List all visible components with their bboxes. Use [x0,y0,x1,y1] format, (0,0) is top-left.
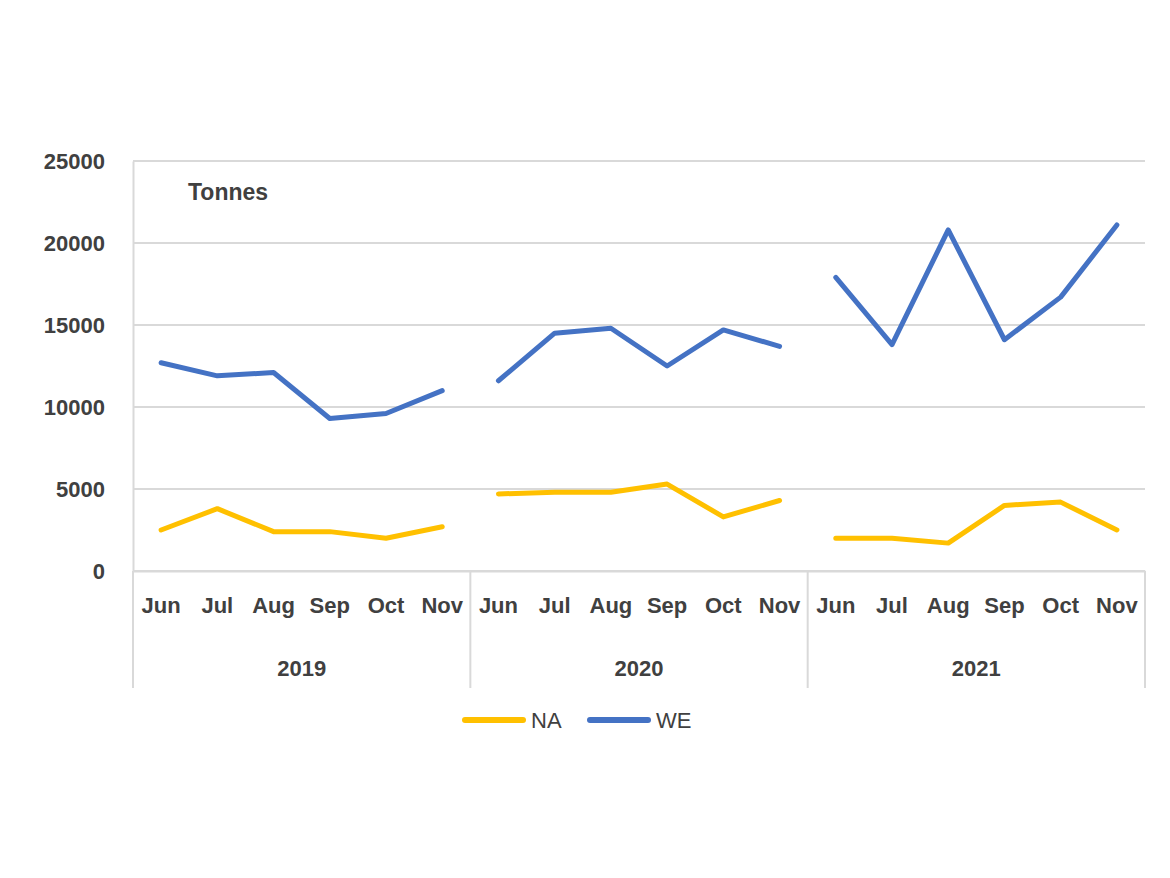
y-tick-label: 25000 [44,149,105,174]
group-separator [132,571,134,688]
x-tick-label: Sep [984,593,1024,618]
x-tick: Nov [421,571,463,618]
x-tick: Sep [310,571,350,618]
x-tick: Jun [142,571,181,618]
y-tick-label: 15000 [44,313,105,338]
group-label: 2019 [277,656,326,681]
y-tick: 25000 [44,149,133,174]
x-groups: 2019 2020 2021 [133,571,1145,688]
x-axis-line [134,571,1146,573]
series-line [498,484,779,517]
x-tick: Jun [479,571,518,618]
x-tick: Aug [927,571,970,618]
x-tick: Aug [590,571,633,618]
legend-label: WE [656,708,691,733]
group-label: 2021 [952,656,1001,681]
x-tick: Oct [705,571,742,618]
x-tick: Nov [1096,571,1138,618]
y-tick-label: 5000 [56,477,105,502]
series-line [836,225,1117,345]
x-tick-label: Jul [876,593,908,618]
series-line [498,328,779,380]
y-axis: 0 5000 10000 15000 20000 25000 [44,149,134,584]
x-axis: Jun Jul Aug Sep Oct Nov Jun Jul Aug Sep Oct Nov Jun J… [134,571,1146,618]
x-tick-label: Oct [1042,593,1079,618]
series-line [161,509,442,539]
x-tick-label: Sep [647,593,687,618]
x-tick-label: Nov [759,593,801,618]
x-tick-label: Aug [590,593,633,618]
grid-line [133,242,1145,244]
y-tick: 10000 [44,395,133,420]
grid [133,161,1145,571]
legend-swatch [465,717,523,723]
legend: NA WE [465,708,691,733]
x-tick-label: Aug [927,593,970,618]
y-label: Tonnes [188,179,268,205]
y-tick: 0 [93,559,133,584]
group-separator [469,571,471,688]
legend-swatch [590,717,648,723]
x-tick: Aug [252,571,295,618]
grid-line [133,160,1145,162]
x-tick-label: Jun [479,593,518,618]
group-separator [1144,571,1146,688]
x-tick: Jul [876,571,908,618]
y-axis-line [133,162,135,572]
legend-label: NA [531,708,562,733]
legend-item: NA [465,708,562,733]
x-tick-label: Jun [816,593,855,618]
x-tick-label: Aug [252,593,295,618]
x-tick: Jun [816,571,855,618]
x-tick: Oct [1042,571,1079,618]
group-label: 2020 [615,656,664,681]
x-tick-label: Oct [705,593,742,618]
y-tick: 5000 [56,477,133,502]
chart: 0 5000 10000 15000 20000 25000 Jun Jul Aug Sep Oct… [0,0,1170,878]
plot-area [161,225,1117,543]
group-separator [807,571,809,688]
background [0,0,1170,878]
x-tick: Jul [539,571,571,618]
grid-line [133,324,1145,326]
x-tick-label: Nov [421,593,463,618]
series-line [836,502,1117,543]
legend-item: WE [590,708,691,733]
x-tick-label: Oct [368,593,405,618]
x-tick: Nov [759,571,801,618]
x-tick-label: Jun [142,593,181,618]
x-tick-label: Sep [310,593,350,618]
grid-line [133,570,1145,572]
y-tick: 20000 [44,231,133,256]
x-tick: Sep [647,571,687,618]
x-tick-label: Nov [1096,593,1138,618]
x-tick: Sep [984,571,1024,618]
grid-line [133,406,1145,408]
y-tick-label: 0 [93,559,105,584]
y-tick: 15000 [44,313,133,338]
x-tick: Oct [368,571,405,618]
x-tick: Jul [201,571,233,618]
x-tick-label: Jul [539,593,571,618]
series-line [161,363,442,419]
x-tick-label: Jul [201,593,233,618]
y-tick-label: 20000 [44,231,105,256]
y-tick-label: 10000 [44,395,105,420]
